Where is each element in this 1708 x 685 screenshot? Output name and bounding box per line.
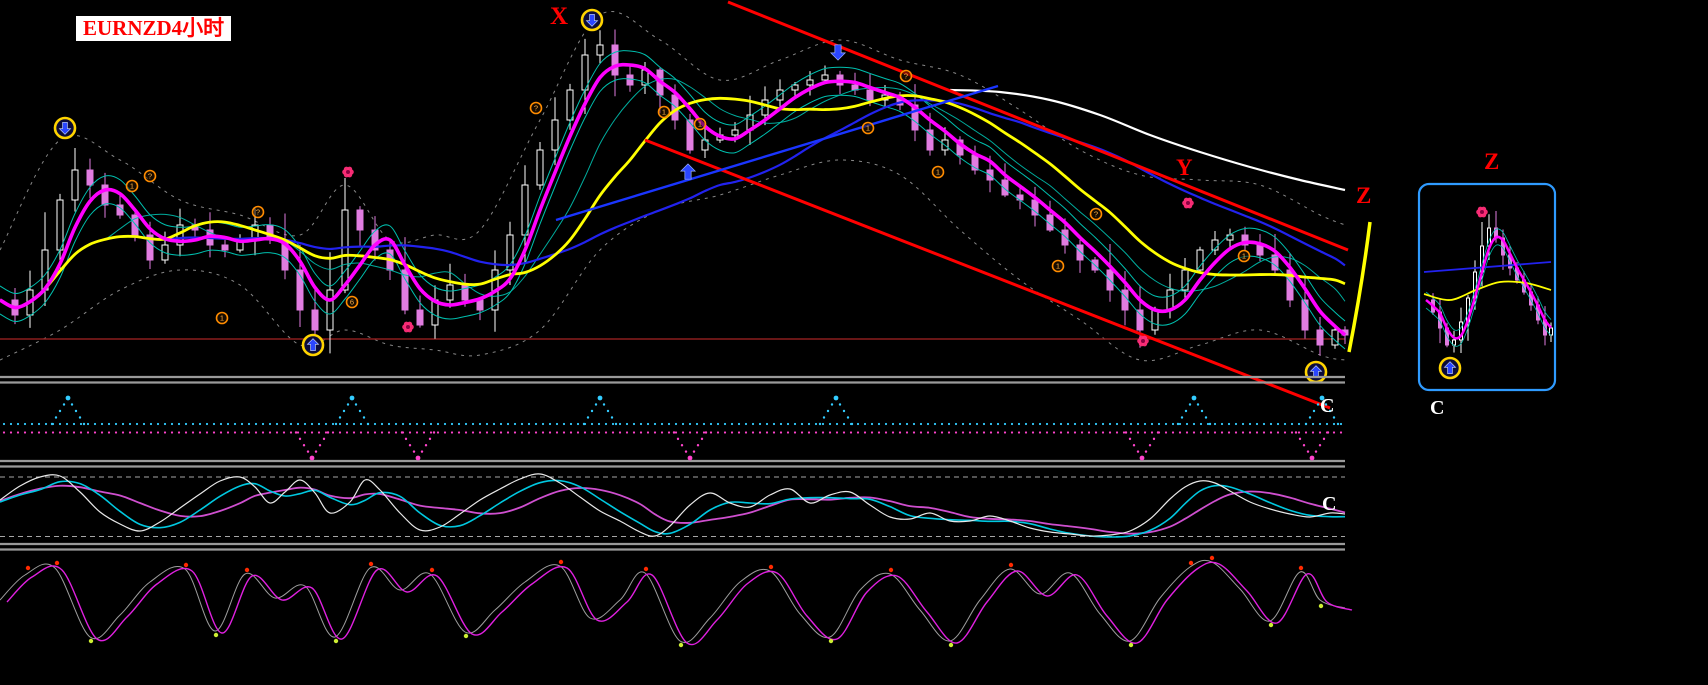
svg-text:1: 1	[662, 108, 666, 117]
annotation-y: Y	[1176, 155, 1193, 180]
svg-text:?: ?	[904, 72, 908, 81]
annotation-z-main: Z	[1356, 183, 1372, 208]
svg-text:?: ?	[534, 104, 538, 113]
svg-text:1: 1	[1242, 252, 1246, 261]
svg-text:6: 6	[350, 298, 354, 307]
annotation-c-main: C	[1320, 395, 1335, 417]
svg-text:?: ?	[148, 172, 152, 181]
svg-text:?: ?	[256, 208, 260, 217]
svg-text:1: 1	[1056, 262, 1060, 271]
svg-text:1: 1	[220, 314, 224, 323]
annotation-c-indicator: C	[1322, 493, 1337, 515]
annotation-z-inset: Z	[1484, 149, 1500, 174]
svg-text:?: ?	[1094, 210, 1098, 219]
svg-text:1: 1	[698, 120, 702, 129]
symbol-timeframe-label: EURNZD4小时	[76, 16, 232, 41]
annotation-x: X	[550, 3, 569, 30]
svg-text:1: 1	[866, 124, 870, 133]
svg-text:1: 1	[130, 182, 134, 191]
svg-text:1: 1	[936, 168, 940, 177]
annotation-c-inset: C	[1430, 397, 1445, 419]
